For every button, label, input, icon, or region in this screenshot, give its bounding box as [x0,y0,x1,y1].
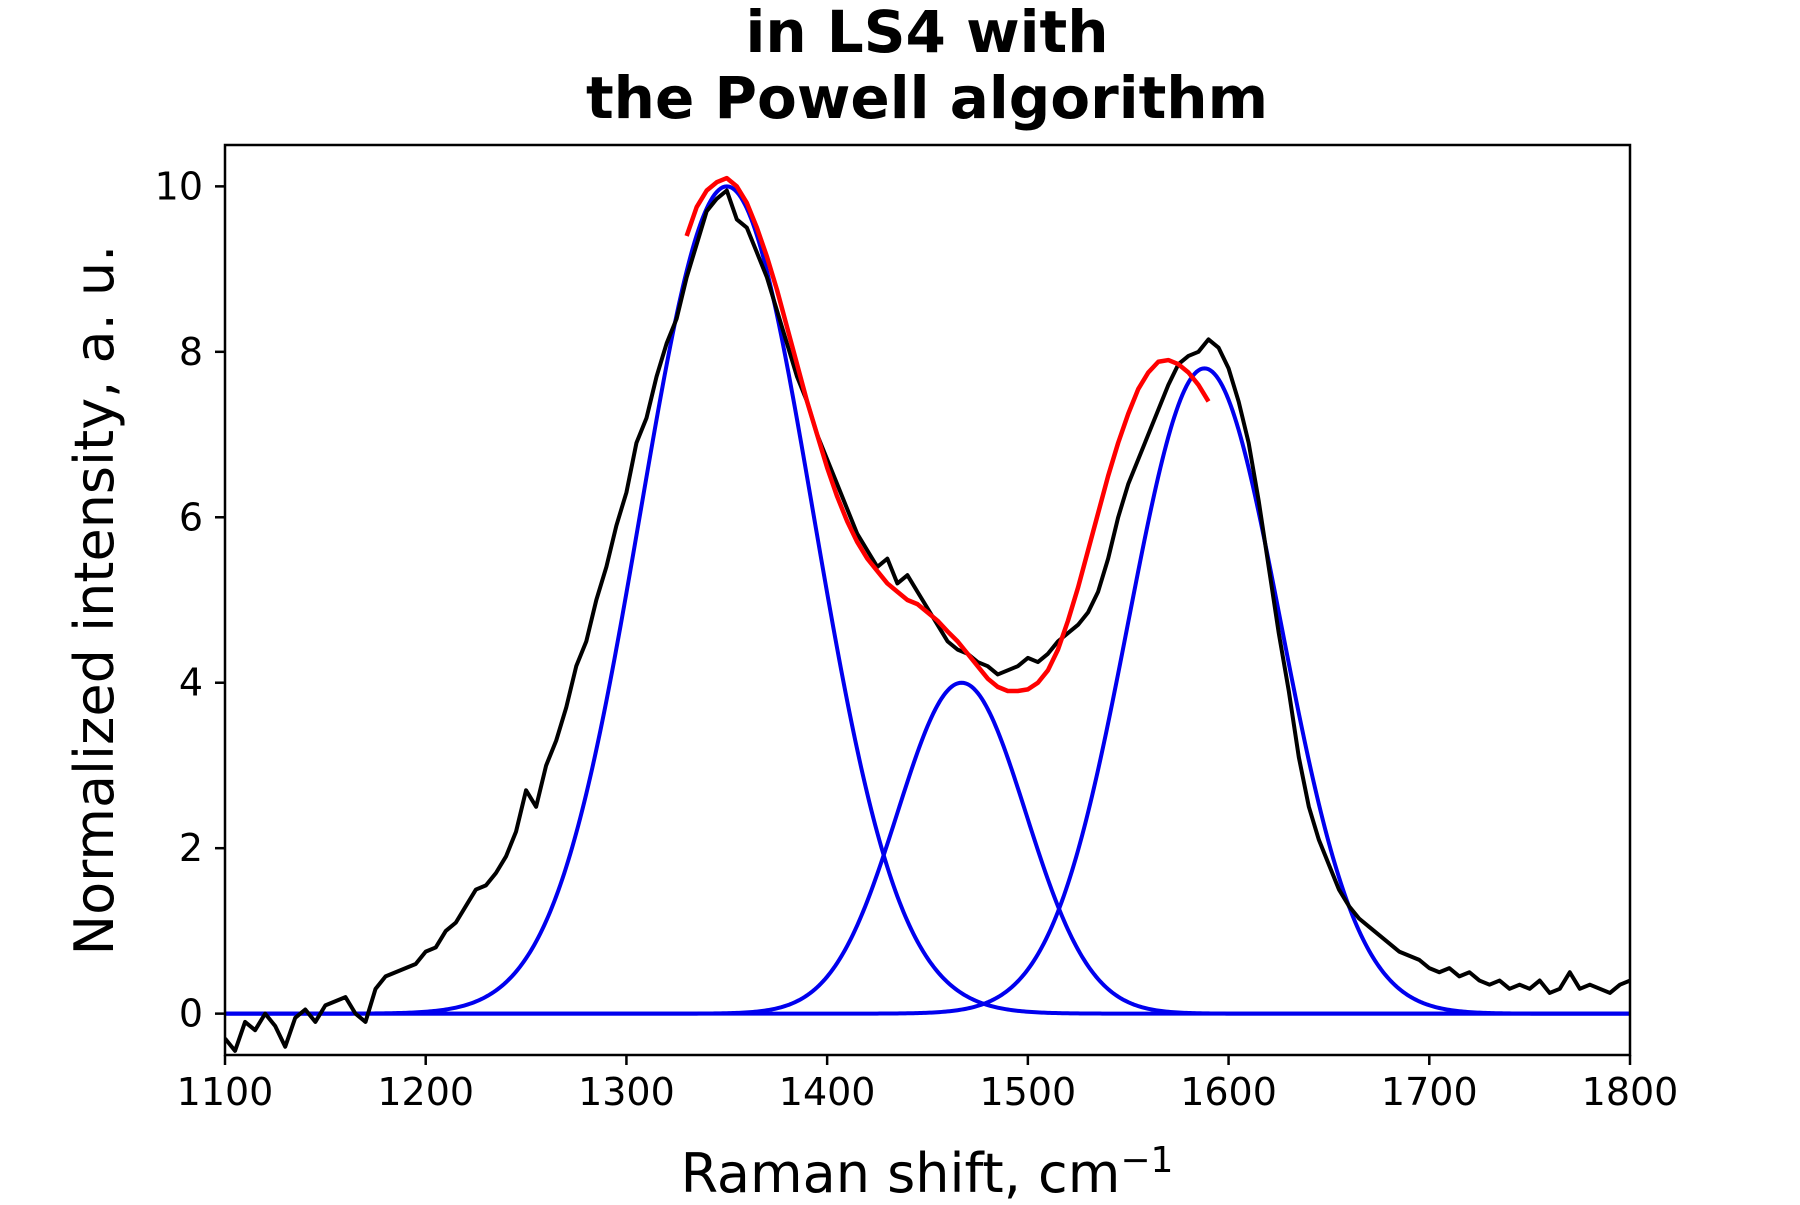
fit-curve-line [684,175,1211,694]
y-tick-label-10: 10 [155,164,203,208]
x-tick-label-1300: 1300 [578,1070,675,1114]
measured-spectrum-line [225,188,1630,1053]
plot-frame [223,143,1632,1057]
x-tick-label-1700: 1700 [1381,1070,1478,1114]
x-axis-label-superscript: −1 [1120,1140,1173,1181]
x-tick-label-1200: 1200 [377,1070,474,1114]
x-axis-label: Raman shift, cm−1 [681,1140,1174,1200]
component-peak-1-line [225,184,1630,1016]
y-tick-label-6: 6 [179,495,203,539]
component-peak-3-line [225,366,1630,1016]
y-tick-label-8: 8 [179,330,203,374]
x-tick-label-1800: 1800 [1582,1070,1679,1114]
x-axis: 1100 1200 1300 1400 1500 1600 1700 1800 [177,1055,1679,1114]
x-tick-label-1500: 1500 [979,1070,1076,1114]
series-layer [225,175,1630,1053]
component-peak-2-line [225,680,1630,1016]
y-tick-label-0: 0 [179,992,203,1036]
y-tick-label-2: 2 [179,826,203,870]
y-axis: 0 2 4 6 8 10 [155,164,225,1036]
y-tick-label-4: 4 [179,661,203,705]
chart-title-line-2: the Powell algorithm [586,64,1268,132]
x-tick-label-1400: 1400 [779,1070,876,1114]
x-tick-label-1600: 1600 [1180,1070,1277,1114]
x-tick-label-1100: 1100 [177,1070,274,1114]
chart-title-line-1: in LS4 with [745,0,1108,66]
x-axis-label-text: Raman shift, cm [681,1142,1121,1200]
y-axis-label: Normalized intensity, a. u. [63,245,126,956]
